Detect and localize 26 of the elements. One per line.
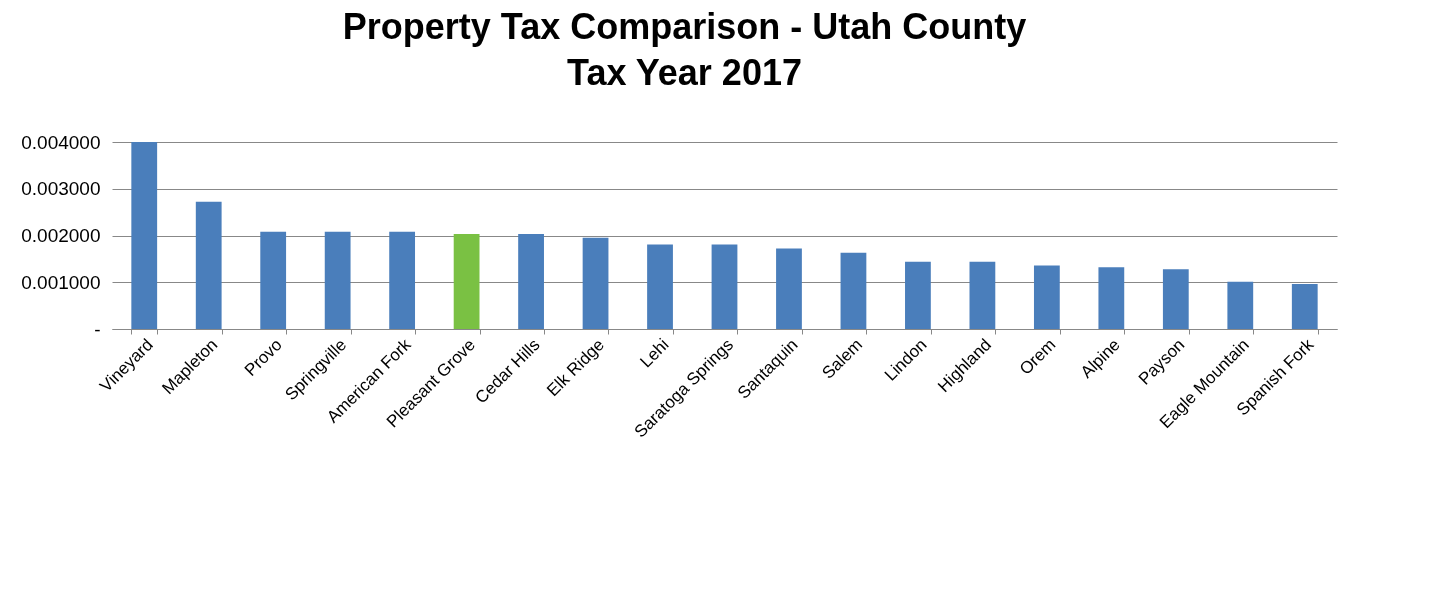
bar	[582, 237, 609, 329]
bar	[776, 248, 802, 329]
bar	[905, 261, 931, 329]
bar	[260, 231, 287, 329]
chart-title: Property Tax Comparison - Utah County	[342, 6, 1027, 47]
bar	[711, 244, 738, 329]
chart-subtitle: Tax Year 2017	[567, 52, 802, 93]
bar	[1162, 269, 1189, 329]
bar	[453, 234, 480, 329]
bar	[324, 231, 351, 329]
bar	[1098, 267, 1125, 329]
y-tick-label: 0.001000	[21, 271, 101, 293]
bar	[195, 201, 222, 329]
bar	[131, 142, 158, 329]
bar	[518, 234, 544, 329]
bar	[1227, 281, 1254, 329]
bar	[1291, 284, 1318, 329]
bar	[840, 252, 867, 329]
bar	[389, 231, 416, 329]
y-tick-label: -	[94, 318, 101, 340]
y-tick-label: 0.003000	[21, 178, 101, 200]
y-tick-label: 0.002000	[21, 225, 101, 246]
bar	[1033, 265, 1060, 329]
y-tick-label: 0.004000	[21, 131, 101, 153]
bar	[969, 261, 996, 329]
bar	[647, 244, 673, 329]
